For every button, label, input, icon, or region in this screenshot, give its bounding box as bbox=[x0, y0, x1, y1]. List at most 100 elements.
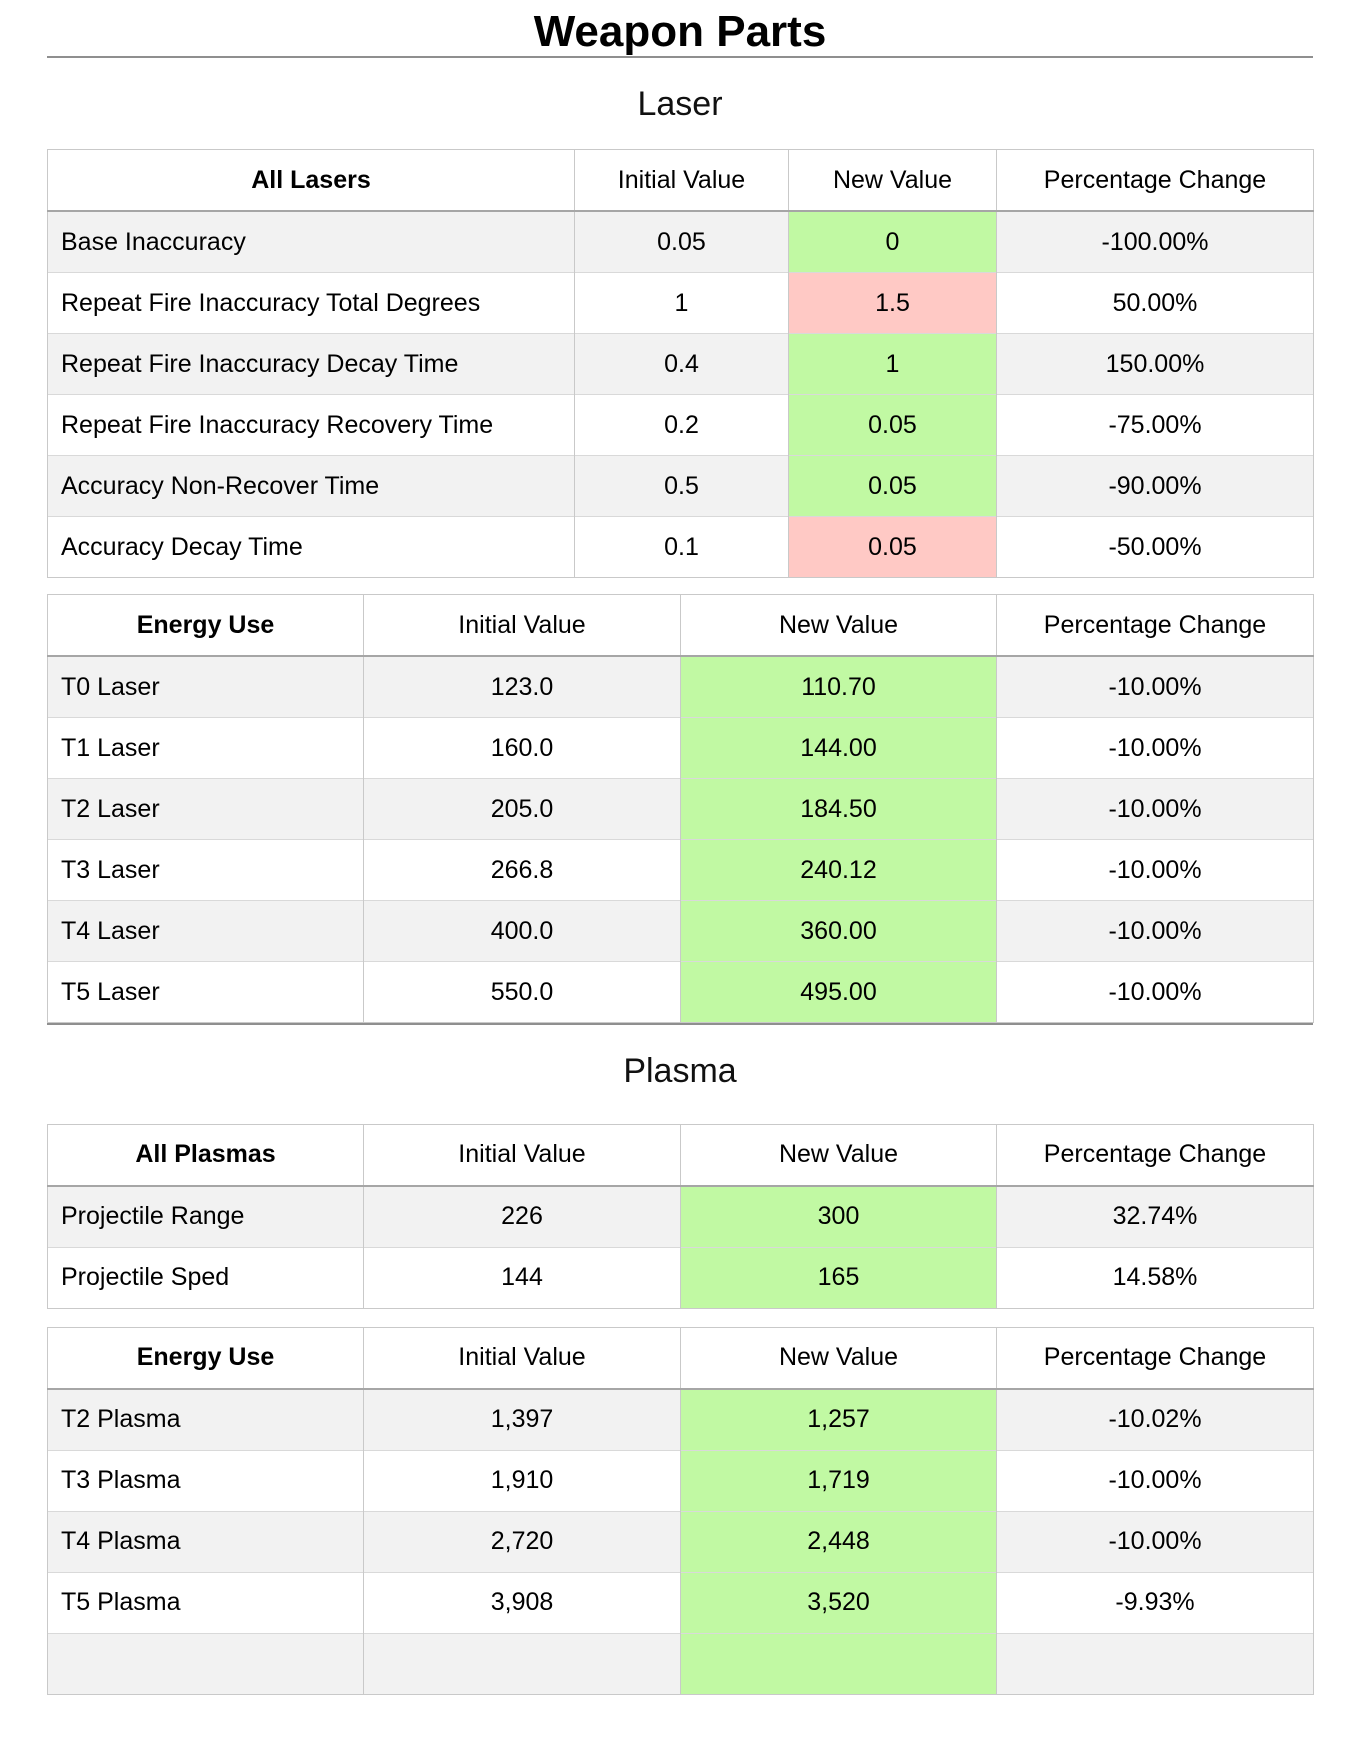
row-label: Repeat Fire Inaccuracy Decay Time bbox=[47, 333, 575, 395]
table-row: Accuracy Decay Time 0.1 0.05 -50.00% bbox=[47, 516, 1314, 578]
new-value: 184.50 bbox=[680, 778, 997, 840]
section-divider bbox=[47, 56, 1313, 59]
section-heading-plasma: Plasma bbox=[623, 1052, 737, 1091]
percentage-change: -100.00% bbox=[996, 210, 1314, 273]
row-label: T1 Laser bbox=[47, 717, 364, 779]
percentage-change: -10.00% bbox=[996, 1449, 1314, 1512]
table-row-partial bbox=[47, 1632, 1314, 1695]
new-value: 3,520 bbox=[680, 1571, 997, 1634]
row-label: T0 Laser bbox=[47, 655, 364, 718]
percentage-change: -9.93% bbox=[996, 1571, 1314, 1634]
column-header: New Value bbox=[680, 1327, 997, 1390]
row-label: T3 Plasma bbox=[47, 1449, 364, 1512]
row-group-header: Energy Use bbox=[47, 594, 364, 658]
column-header: Initial Value bbox=[574, 149, 789, 213]
percentage-change: -10.00% bbox=[996, 778, 1314, 840]
table-row: Repeat Fire Inaccuracy Decay Time 0.4 1 150… bbox=[47, 333, 1314, 395]
header-row: Energy Use Initial Value New Value Percenta… bbox=[47, 1327, 1314, 1390]
percentage-change: -10.00% bbox=[996, 961, 1314, 1023]
initial-value: 266.8 bbox=[363, 839, 681, 901]
percentage-change: -10.00% bbox=[996, 839, 1314, 901]
initial-value: 0.4 bbox=[574, 333, 789, 395]
row-label bbox=[47, 1632, 364, 1695]
table-row: T2 Plasma 1,397 1,257 -10.02% bbox=[47, 1388, 1314, 1451]
new-value bbox=[680, 1632, 997, 1695]
initial-value: 226 bbox=[363, 1185, 681, 1248]
laser-energy-use-table: Energy Use Initial Value New Value Percenta… bbox=[47, 594, 1314, 1024]
new-value: 495.00 bbox=[680, 961, 997, 1023]
percentage-change: -10.00% bbox=[996, 900, 1314, 962]
initial-value: 1,397 bbox=[363, 1388, 681, 1451]
initial-value bbox=[363, 1632, 681, 1695]
row-label: Projectile Range bbox=[47, 1185, 364, 1248]
column-header: Percentage Change bbox=[996, 1124, 1314, 1187]
plasma-energy-use-table: Energy Use Initial Value New Value Percenta… bbox=[47, 1326, 1314, 1695]
table-row: T0 Laser 123.0 110.70 -10.00% bbox=[47, 655, 1314, 718]
row-label: Repeat Fire Inaccuracy Total Degrees bbox=[47, 272, 575, 334]
column-header: Percentage Change bbox=[996, 594, 1314, 658]
header-row: All Plasmas Initial Value New Value Percent… bbox=[47, 1124, 1314, 1187]
row-label: T2 Plasma bbox=[47, 1388, 364, 1451]
table-row: Accuracy Non-Recover Time 0.5 0.05 -90.00% bbox=[47, 455, 1314, 517]
percentage-change: 32.74% bbox=[996, 1185, 1314, 1248]
percentage-change: -10.00% bbox=[996, 1510, 1314, 1573]
row-label: T5 Plasma bbox=[47, 1571, 364, 1634]
new-value: 144.00 bbox=[680, 717, 997, 779]
initial-value: 144 bbox=[363, 1246, 681, 1309]
percentage-change: -10.00% bbox=[996, 717, 1314, 779]
new-value: 0.05 bbox=[788, 455, 997, 517]
initial-value: 0.2 bbox=[574, 394, 789, 456]
percentage-change: -50.00% bbox=[996, 516, 1314, 578]
column-header: New Value bbox=[680, 1124, 997, 1187]
table-row: Projectile Sped 144 165 14.58% bbox=[47, 1246, 1314, 1309]
table-row: T3 Laser 266.8 240.12 -10.00% bbox=[47, 839, 1314, 901]
all-plasmas-table: All Plasmas Initial Value New Value Percent… bbox=[47, 1123, 1314, 1309]
row-group-header: Energy Use bbox=[47, 1327, 364, 1390]
row-label: T4 Laser bbox=[47, 900, 364, 962]
table-row: T4 Laser 400.0 360.00 -10.00% bbox=[47, 900, 1314, 962]
section-heading-laser: Laser bbox=[637, 85, 723, 124]
new-value: 110.70 bbox=[680, 655, 997, 718]
new-value: 0 bbox=[788, 210, 997, 273]
initial-value: 0.5 bbox=[574, 455, 789, 517]
initial-value: 0.05 bbox=[574, 210, 789, 273]
table-row: Base Inaccuracy 0.05 0 -100.00% bbox=[47, 210, 1314, 273]
new-value: 165 bbox=[680, 1246, 997, 1309]
table-row: T5 Laser 550.0 495.00 -10.00% bbox=[47, 961, 1314, 1023]
row-label: Repeat Fire Inaccuracy Recovery Time bbox=[47, 394, 575, 456]
row-label: T3 Laser bbox=[47, 839, 364, 901]
initial-value: 205.0 bbox=[363, 778, 681, 840]
percentage-change: 50.00% bbox=[996, 272, 1314, 334]
initial-value: 123.0 bbox=[363, 655, 681, 718]
column-header: Initial Value bbox=[363, 594, 681, 658]
row-label: T5 Laser bbox=[47, 961, 364, 1023]
percentage-change: -90.00% bbox=[996, 455, 1314, 517]
table-row: T4 Plasma 2,720 2,448 -10.00% bbox=[47, 1510, 1314, 1573]
new-value: 300 bbox=[680, 1185, 997, 1248]
initial-value: 3,908 bbox=[363, 1571, 681, 1634]
table-row: Projectile Range 226 300 32.74% bbox=[47, 1185, 1314, 1248]
initial-value: 400.0 bbox=[363, 900, 681, 962]
header-row: Energy Use Initial Value New Value Percenta… bbox=[47, 594, 1314, 658]
initial-value: 160.0 bbox=[363, 717, 681, 779]
percentage-change bbox=[996, 1632, 1314, 1695]
new-value: 1.5 bbox=[788, 272, 997, 334]
percentage-change: -75.00% bbox=[996, 394, 1314, 456]
table-row: T3 Plasma 1,910 1,719 -10.00% bbox=[47, 1449, 1314, 1512]
column-header: Percentage Change bbox=[996, 149, 1314, 213]
row-label: Base Inaccuracy bbox=[47, 210, 575, 273]
column-header: Initial Value bbox=[363, 1327, 681, 1390]
initial-value: 2,720 bbox=[363, 1510, 681, 1573]
row-label: Projectile Sped bbox=[47, 1246, 364, 1309]
initial-value: 0.1 bbox=[574, 516, 789, 578]
new-value: 1 bbox=[788, 333, 997, 395]
all-lasers-table: All Lasers Initial Value New Value Percenta… bbox=[47, 149, 1314, 579]
row-label: T2 Laser bbox=[47, 778, 364, 840]
column-header: New Value bbox=[788, 149, 997, 213]
document-content: Weapon Parts Laser All Lasers Initial Val… bbox=[47, 7, 1314, 1695]
percentage-change: 150.00% bbox=[996, 333, 1314, 395]
header-row: All Lasers Initial Value New Value Percenta… bbox=[47, 149, 1314, 213]
initial-value: 1,910 bbox=[363, 1449, 681, 1512]
percentage-change: -10.00% bbox=[996, 655, 1314, 718]
new-value: 1,257 bbox=[680, 1388, 997, 1451]
